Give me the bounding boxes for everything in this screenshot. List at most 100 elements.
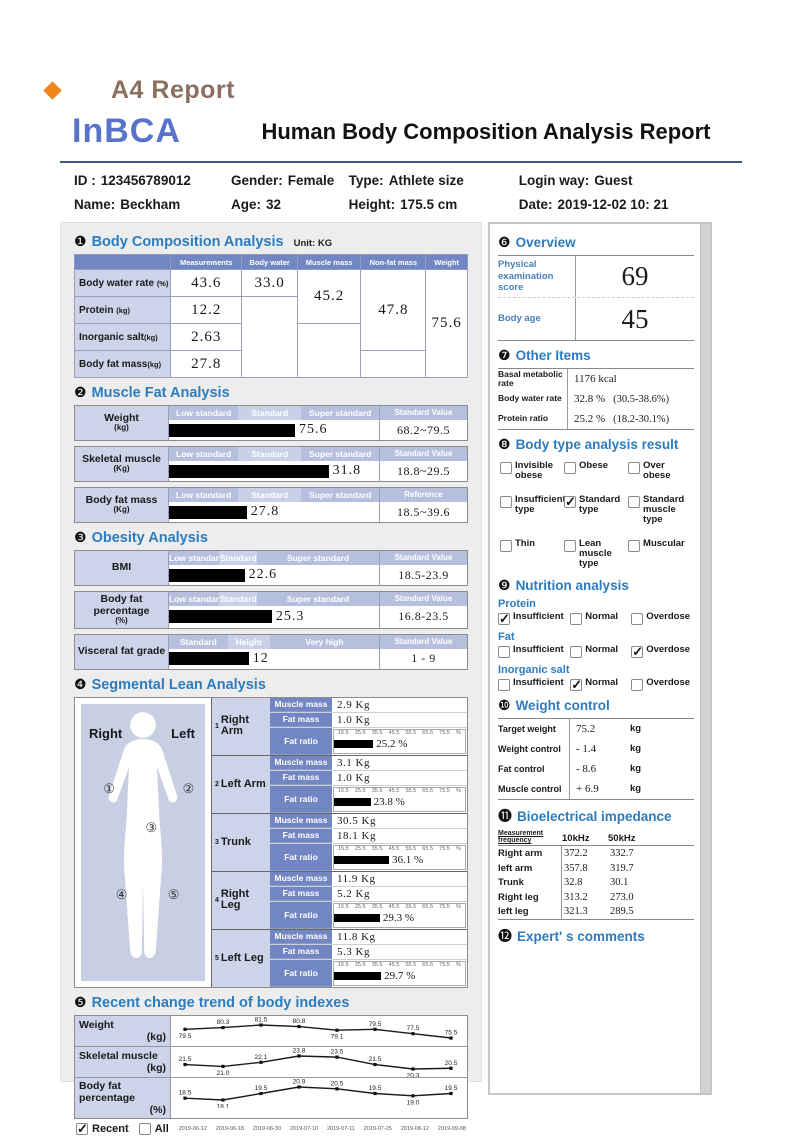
checkbox[interactable] bbox=[500, 462, 512, 474]
table-row: Fat control - 8.6 kg bbox=[498, 758, 694, 779]
scale-segment: Low standard bbox=[169, 592, 220, 606]
checkbox[interactable] bbox=[631, 612, 644, 625]
value-bar bbox=[169, 568, 245, 582]
section-title: Recent change trend of body indexes bbox=[91, 994, 350, 1011]
checkbox[interactable]: ✓ bbox=[498, 610, 510, 626]
recent-checkbox[interactable]: ✓ bbox=[76, 1121, 88, 1136]
section-title: Body type analysis result bbox=[515, 437, 679, 452]
bar-value: 27.8 bbox=[250, 504, 280, 519]
table-row: Muscle control + 6.9 kg bbox=[498, 778, 694, 799]
bar-value: 25.3 bbox=[275, 608, 305, 624]
svg-text:21.0: 21.0 bbox=[217, 1070, 230, 1077]
value-bar bbox=[169, 505, 247, 519]
mark-trunk: ③ bbox=[145, 820, 158, 836]
trend-body-fat: Body fat percentage (%) 18.5 18.1 19.5 20.9 2… bbox=[75, 1077, 467, 1119]
impedance-table: Measurement frequency 10kHz 50kHz Right … bbox=[498, 830, 694, 920]
checkbox[interactable] bbox=[564, 539, 577, 552]
scale-segment: Super standard bbox=[301, 406, 379, 420]
table-row: Body water rate (%) 43.6 33.0 45.2 47.8 … bbox=[74, 269, 468, 378]
option-thin: Thin bbox=[500, 538, 564, 569]
all-checkbox[interactable] bbox=[138, 1123, 151, 1136]
table-row: Target weight 75.2 kg bbox=[498, 718, 694, 739]
section-title: Body Composition Analysis bbox=[91, 234, 284, 250]
all-label: All bbox=[154, 1123, 169, 1136]
diamond-icon bbox=[43, 81, 62, 100]
section-title: Bioelectrical impedance bbox=[517, 808, 672, 824]
value-bar bbox=[334, 740, 374, 749]
option-obese: Obese bbox=[564, 461, 628, 481]
checkbox[interactable] bbox=[628, 495, 641, 508]
ratio-ticks: 15.5 25.5 35.5 45.5 55.5 65.5 75.5% bbox=[338, 845, 461, 852]
svg-text:79.5: 79.5 bbox=[179, 1033, 192, 1040]
report: InBCA Human Body Composition Analysis Re… bbox=[60, 112, 742, 220]
option-insufficient-type: Insufficient type bbox=[500, 494, 566, 525]
trend-skeletal-muscle: Skeletal muscle (kg) 21.5 21.0 22.1 23.8 23.5… bbox=[75, 1046, 467, 1079]
checkbox[interactable] bbox=[564, 462, 577, 474]
ratio-ticks: 15.5 25.5 35.5 45.5 55.5 65.5 75.5% bbox=[338, 729, 461, 736]
col-weight: Weight bbox=[425, 254, 468, 270]
bar-row-body-fat-percentage: Body fat percentage (%) Low standard Stan… bbox=[74, 591, 468, 629]
checkbox[interactable] bbox=[500, 495, 512, 508]
value-bar bbox=[169, 610, 272, 624]
section-number: ❻ bbox=[498, 234, 511, 250]
bar-row-body-fat-mass: Body fat mass (Kg) Low standard Standard … bbox=[74, 487, 468, 523]
section-title: Nutrition analysis bbox=[515, 577, 629, 593]
table-row: Right arm 372.2 332.7 bbox=[498, 846, 634, 861]
section-number: ❾ bbox=[498, 576, 511, 593]
checkbox[interactable]: ✓ bbox=[564, 493, 577, 509]
recent-label: Recent bbox=[92, 1123, 129, 1136]
checkbox[interactable] bbox=[498, 678, 510, 691]
trend-footer: ✓ Recent All 2019-06-12 2019-06-18 2019-06… bbox=[74, 1121, 468, 1136]
checkbox[interactable] bbox=[570, 612, 583, 625]
checkbox[interactable] bbox=[500, 539, 512, 552]
section-title: Segmental Lean Analysis bbox=[91, 676, 266, 693]
unit-label: Unit: KG bbox=[293, 238, 333, 249]
section-title: Overview bbox=[515, 235, 576, 250]
trend-box: Weight (kg) 79.5 80.3 81.5 80.8 79.1 79.5 77.5 7… bbox=[74, 1014, 468, 1120]
option-invisible-obese: Invisible obese bbox=[500, 461, 564, 481]
table-row: Basal metabolic rate 1176 kcal bbox=[498, 368, 617, 389]
scale-segment: Low standard bbox=[169, 447, 239, 461]
report-title: Human Body Composition Analysis Report bbox=[261, 118, 711, 144]
svg-text:20.9: 20.9 bbox=[293, 1078, 306, 1085]
section-overview: ❻ Overview bbox=[498, 234, 694, 251]
nutrition-protein: Protein ✓ Insufficient Normal Overdose bbox=[498, 597, 691, 626]
standard-value: 68.2~79.5 bbox=[397, 422, 450, 437]
checkbox[interactable] bbox=[628, 462, 641, 474]
segmental-box: Right Left ① ② ③ ④ ⑤ 1 Right Arm Muscle m… bbox=[74, 696, 468, 988]
scale-segment: Very high bbox=[269, 634, 379, 649]
scale-segment: Low standard bbox=[169, 406, 239, 420]
checkbox[interactable] bbox=[498, 645, 510, 658]
body-fat-trend-chart: 18.5 18.1 19.5 20.9 20.5 19.5 19.0 19.5 bbox=[171, 1078, 467, 1110]
segment-left-arm: 2 Left Arm Muscle mass 3.1 Kg Fat mass 1.0 … bbox=[212, 755, 467, 814]
svg-text:23.5: 23.5 bbox=[331, 1049, 344, 1056]
checkbox[interactable] bbox=[570, 645, 583, 658]
cell-value: 43.6 bbox=[169, 269, 243, 297]
standard-header: Standard Value bbox=[380, 592, 467, 606]
checkbox[interactable]: ✓ bbox=[631, 643, 644, 659]
option-standard-muscle-type: Standard muscle type bbox=[628, 494, 694, 525]
section-title: Other Items bbox=[515, 348, 591, 363]
scrollbar[interactable] bbox=[700, 224, 710, 1093]
checkbox[interactable] bbox=[631, 678, 644, 691]
fat-ratio-value: 23.8 % bbox=[373, 796, 405, 809]
svg-text:75.5: 75.5 bbox=[445, 1029, 458, 1036]
scale-segment: Standard bbox=[219, 551, 258, 565]
page-title: A4 Report bbox=[111, 76, 235, 104]
section-weight-control: ❿ Weight control bbox=[498, 697, 694, 714]
cell-value: 2.63 bbox=[169, 323, 243, 351]
bar-value: 31.8 bbox=[332, 463, 362, 478]
divider bbox=[60, 161, 742, 163]
bar-value: 22.6 bbox=[248, 567, 278, 582]
cell-value: 75.6 bbox=[425, 269, 468, 378]
fat-ratio-value: 25.2 % bbox=[376, 738, 408, 751]
segment-left-leg: 5 Left Leg Muscle mass 11.8 Kg Fat mass 5.3… bbox=[212, 929, 467, 987]
standard-value: 1 - 9 bbox=[411, 651, 436, 666]
svg-text:77.5: 77.5 bbox=[407, 1025, 420, 1032]
table-row: Body fat mass(kg) 27.8 bbox=[74, 350, 468, 378]
table-row: left arm 357.8 319.7 bbox=[498, 860, 634, 876]
cell-value: 47.8 bbox=[360, 269, 427, 351]
checkbox[interactable]: ✓ bbox=[570, 676, 583, 692]
left-side-label: Left bbox=[171, 725, 195, 741]
checkbox[interactable] bbox=[628, 539, 641, 552]
